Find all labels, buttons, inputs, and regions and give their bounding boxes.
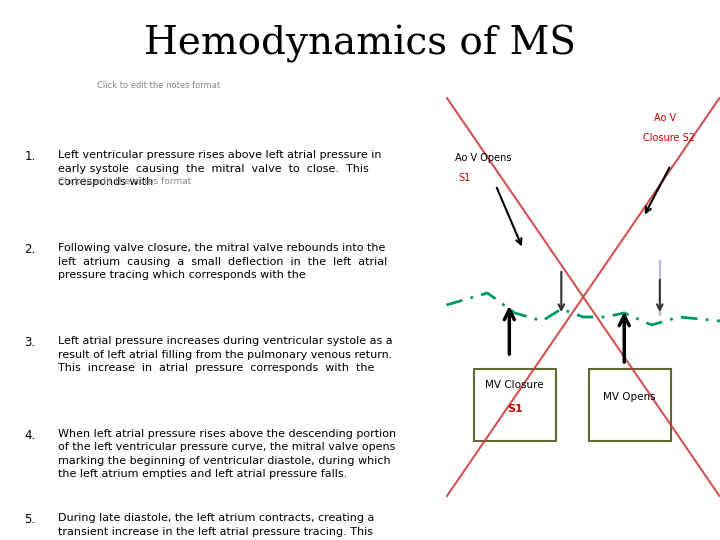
Text: S1: S1 <box>507 404 523 414</box>
Text: 4.: 4. <box>24 429 36 442</box>
Text: Left atrial pressure increases during ventricular systole as a
result of left at: Left atrial pressure increases during ve… <box>58 336 392 386</box>
Text: 1.: 1. <box>24 150 36 163</box>
Text: Left ventricular pressure rises above left atrial pressure in
early systole  cau: Left ventricular pressure rises above le… <box>58 150 382 187</box>
Text: When left atrial pressure rises above the descending portion
of the left ventric: When left atrial pressure rises above th… <box>58 429 396 479</box>
FancyBboxPatch shape <box>589 369 671 441</box>
Text: Closure S2: Closure S2 <box>644 133 696 143</box>
Text: Ao V: Ao V <box>654 113 677 123</box>
Text: Click to edit the notes format: Click to edit the notes format <box>96 81 220 90</box>
Text: Ao V Opens: Ao V Opens <box>454 153 511 163</box>
Text: S1: S1 <box>459 173 471 183</box>
FancyBboxPatch shape <box>474 369 556 441</box>
Text: MV Closure: MV Closure <box>485 380 544 390</box>
Text: 3.: 3. <box>24 336 36 349</box>
Text: During late diastole, the left atrium contracts, creating a
transient increase i: During late diastole, the left atrium co… <box>58 514 374 540</box>
Text: Following valve closure, the mitral valve rebounds into the
left  atrium  causin: Following valve closure, the mitral valv… <box>58 244 387 280</box>
Text: 2.: 2. <box>24 244 36 256</box>
Text: Hemodynamics of MS: Hemodynamics of MS <box>144 25 576 63</box>
Text: 5.: 5. <box>24 514 36 526</box>
Text: MV Opens: MV Opens <box>603 392 656 402</box>
Text: Click to edit the notes format: Click to edit the notes format <box>58 177 192 186</box>
